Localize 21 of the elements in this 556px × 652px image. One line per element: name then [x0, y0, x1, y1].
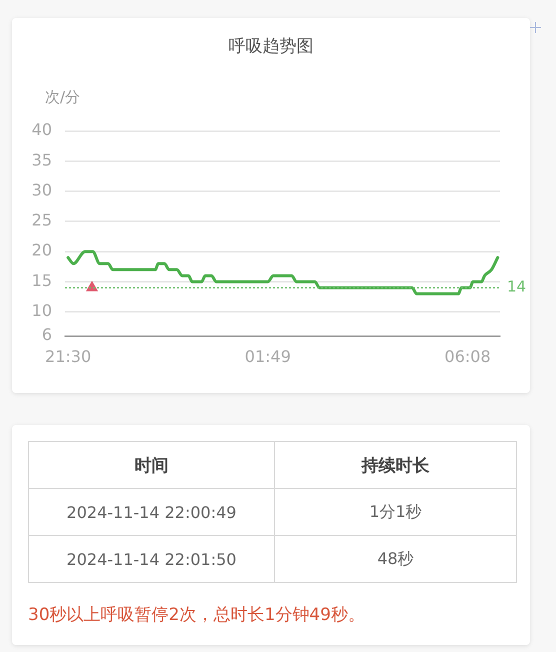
x-tick-label: 01:49: [244, 346, 291, 366]
text: 30秒以上呼吸暂停2次，总时长1分钟49秒。: [28, 604, 365, 627]
ref-line-label: 14: [507, 278, 526, 296]
y-tick-label: 10: [32, 301, 52, 320]
chart-title: 呼吸趋势图: [228, 36, 314, 56]
y-tick-label: 6: [42, 325, 52, 344]
y-tick-label: 40: [32, 120, 52, 140]
x-tick-label: 06:08: [444, 346, 491, 366]
text: 1分1秒: [369, 502, 422, 520]
x-tick-label: 21:30: [45, 346, 92, 366]
category-label: 时间: [28, 442, 274, 488]
y-tick-label: 30: [32, 180, 52, 200]
y-tick-label: 25: [32, 210, 52, 230]
y-axis-title: 次/分: [45, 88, 80, 106]
text: 48秒: [377, 548, 414, 568]
y-tick-label: 15: [32, 270, 52, 290]
y-tick-label: 35: [32, 150, 52, 170]
y-tick-label: 20: [32, 240, 52, 260]
text: 2024-11-14 22:00:49: [66, 502, 236, 522]
text: 2024-11-14 22:01:50: [66, 550, 236, 568]
category-label: 持续时长: [274, 442, 516, 488]
